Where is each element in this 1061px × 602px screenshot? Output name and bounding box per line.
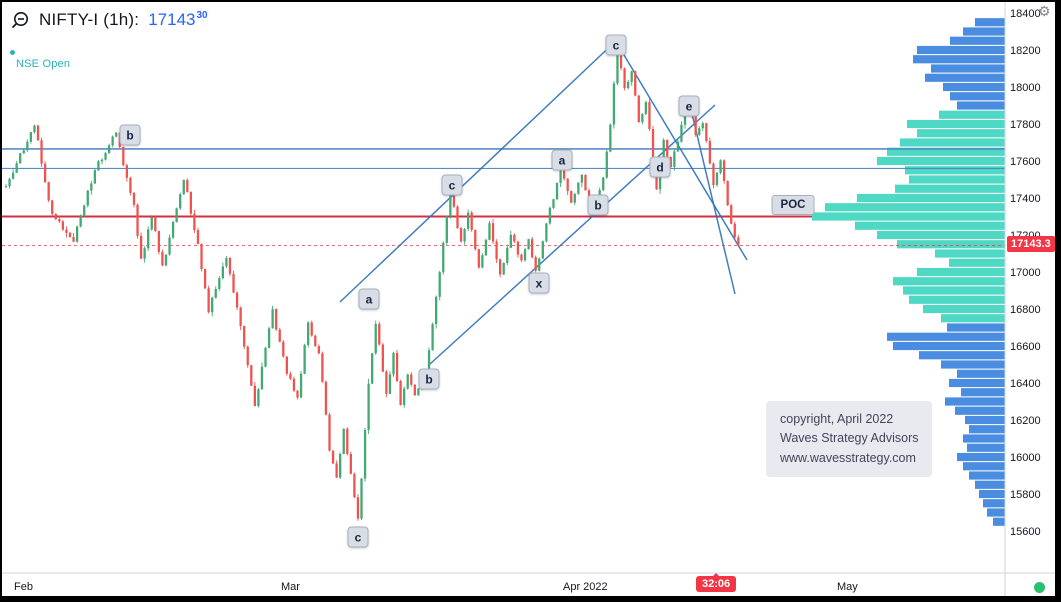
last-price-tag: 17143.3 xyxy=(1007,236,1055,252)
price-axis-label: 16800 xyxy=(1010,304,1041,316)
price-axis-label: 17400 xyxy=(1010,193,1041,205)
symbol-title: NIFTY-I (1h): xyxy=(39,10,140,29)
market-status-label: NSE Open xyxy=(16,58,71,70)
trend-line[interactable] xyxy=(429,104,716,365)
wave-label-a[interactable]: a xyxy=(551,149,573,171)
wave-label-c[interactable]: c xyxy=(347,526,369,548)
time-axis-label: Feb xyxy=(14,581,33,593)
price-chart-canvas: 1840018200180001780017600174001720017000… xyxy=(2,2,1055,596)
wave-label-b[interactable]: b xyxy=(418,368,440,390)
connection-status-dot[interactable] xyxy=(1034,582,1045,593)
wave-label-x[interactable]: x xyxy=(528,272,550,294)
trend-line[interactable] xyxy=(614,39,748,261)
copyright-watermark: copyright, April 2022 Waves Strategy Adv… xyxy=(766,401,933,478)
price-axis-label: 17000 xyxy=(1010,267,1041,279)
wave-label-d[interactable]: d xyxy=(649,156,671,178)
price-axis-label: 18200 xyxy=(1010,45,1041,57)
price-axis-label: 16000 xyxy=(1010,452,1041,464)
price-axis-label: 15800 xyxy=(1010,489,1041,501)
last-price-quote: 1714330 xyxy=(148,10,207,30)
price-integer: 17143 xyxy=(148,10,196,29)
zoom-out-icon[interactable] xyxy=(10,10,30,30)
wave-label-c[interactable]: c xyxy=(441,174,463,196)
price-axis-label: 16200 xyxy=(1010,415,1041,427)
candles xyxy=(4,43,740,521)
time-axis-label: Mar xyxy=(281,581,300,593)
price-axis-label: 15600 xyxy=(1010,526,1041,538)
market-status: NSE Open xyxy=(10,50,71,70)
volume-profile xyxy=(812,18,1005,526)
price-axis-label: 18000 xyxy=(1010,82,1041,94)
price-axis-label: 18400 xyxy=(1010,8,1041,20)
trend-line[interactable] xyxy=(339,36,621,303)
wave-label-c[interactable]: c xyxy=(605,34,627,56)
price-axis-label: 17600 xyxy=(1010,156,1041,168)
price-decimal: 30 xyxy=(196,10,208,22)
bar-countdown: 32:06 xyxy=(696,573,737,592)
status-dot-icon xyxy=(10,50,15,55)
time-axis-label: Apr 2022 xyxy=(563,581,608,593)
price-axis-label: 17800 xyxy=(1010,119,1041,131)
wave-label-b[interactable]: b xyxy=(587,194,609,216)
gear-icon[interactable]: ⚙ xyxy=(1038,3,1051,19)
wave-label-e[interactable]: e xyxy=(678,95,700,117)
watermark-line: Waves Strategy Advisors xyxy=(780,431,919,446)
poc-label[interactable]: POC xyxy=(771,195,815,215)
price-axis-label: 16600 xyxy=(1010,341,1041,353)
watermark-line: copyright, April 2022 xyxy=(780,412,894,426)
wave-label-a[interactable]: a xyxy=(358,288,380,310)
time-axis-label: May xyxy=(837,581,858,593)
chart-header: NIFTY-I (1h): 1714330 xyxy=(10,10,208,30)
watermark-line: www.wavesstrategy.com xyxy=(780,450,916,465)
wave-label-b[interactable]: b xyxy=(119,124,141,146)
price-axis-label: 16400 xyxy=(1010,378,1041,390)
